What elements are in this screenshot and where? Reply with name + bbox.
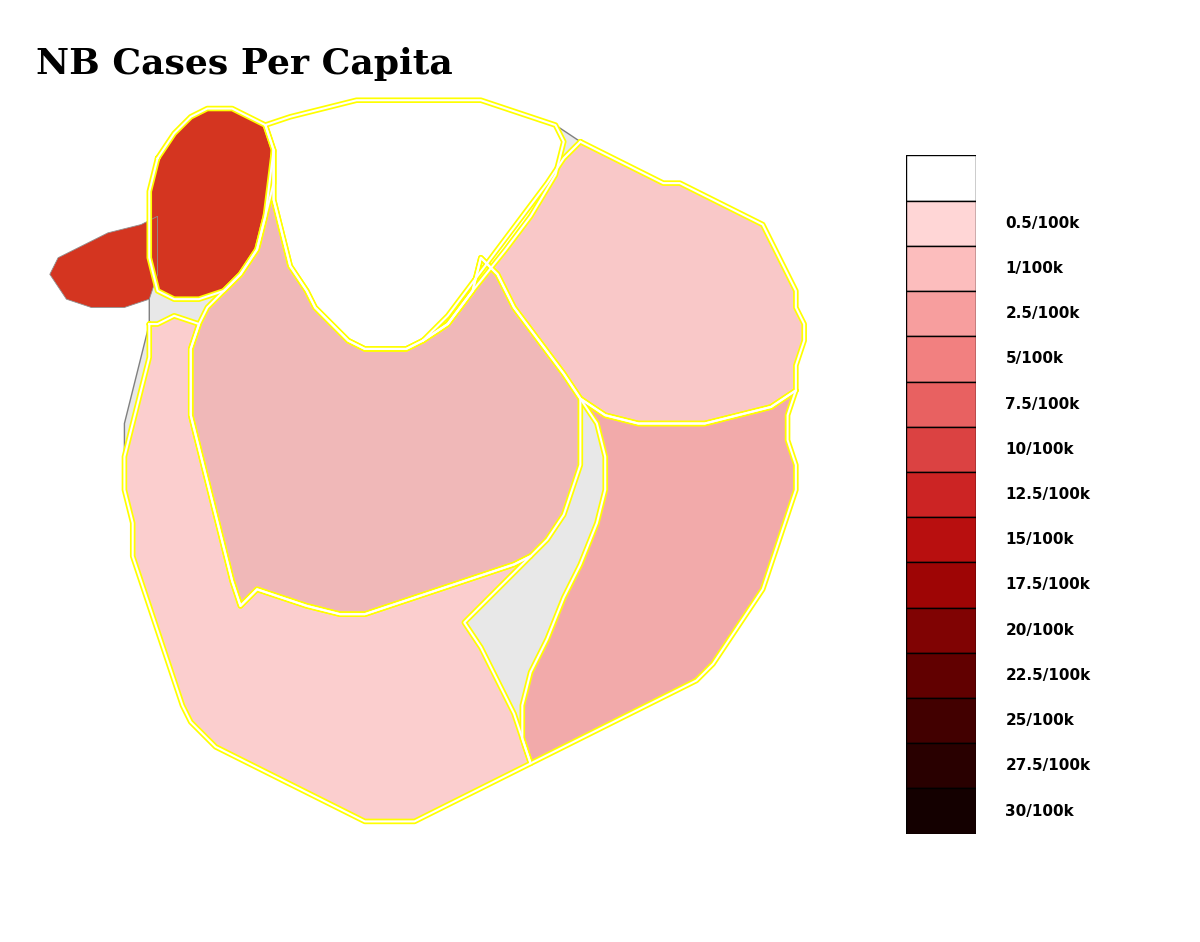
Text: 12.5/100k: 12.5/100k [1006, 487, 1091, 502]
Bar [906, 653, 976, 698]
Polygon shape [149, 108, 274, 300]
Text: 0.5/100k: 0.5/100k [1006, 216, 1080, 231]
Text: 20/100k: 20/100k [1006, 623, 1074, 638]
Polygon shape [125, 316, 530, 821]
Text: 30/100k: 30/100k [1006, 804, 1074, 819]
Bar [906, 382, 976, 427]
Bar [906, 517, 976, 562]
Bar [906, 201, 976, 246]
Bar [906, 427, 976, 472]
Text: 25/100k: 25/100k [1006, 713, 1074, 728]
Bar [906, 291, 976, 336]
Text: NB Cases Per Capita: NB Cases Per Capita [36, 47, 452, 81]
Bar [906, 743, 976, 788]
Polygon shape [422, 141, 804, 424]
Text: 15/100k: 15/100k [1006, 532, 1074, 547]
Text: 17.5/100k: 17.5/100k [1006, 577, 1091, 593]
Bar [906, 698, 976, 743]
Text: 2.5/100k: 2.5/100k [1006, 306, 1080, 321]
Polygon shape [50, 217, 157, 307]
Polygon shape [265, 100, 564, 349]
Bar [906, 472, 976, 517]
Text: 22.5/100k: 22.5/100k [1006, 668, 1091, 683]
Polygon shape [125, 100, 804, 821]
Bar [906, 155, 976, 201]
Text: 10/100k: 10/100k [1006, 442, 1074, 457]
Text: 1/100k: 1/100k [1006, 261, 1063, 276]
Text: 7.5/100k: 7.5/100k [1006, 397, 1080, 412]
Text: 5/100k: 5/100k [1006, 351, 1063, 366]
Text: 27.5/100k: 27.5/100k [1006, 758, 1091, 773]
Bar [906, 246, 976, 291]
Bar [906, 788, 976, 834]
Bar [906, 608, 976, 653]
Bar [906, 336, 976, 382]
Polygon shape [522, 390, 796, 763]
Bar [906, 562, 976, 608]
Polygon shape [191, 150, 581, 614]
